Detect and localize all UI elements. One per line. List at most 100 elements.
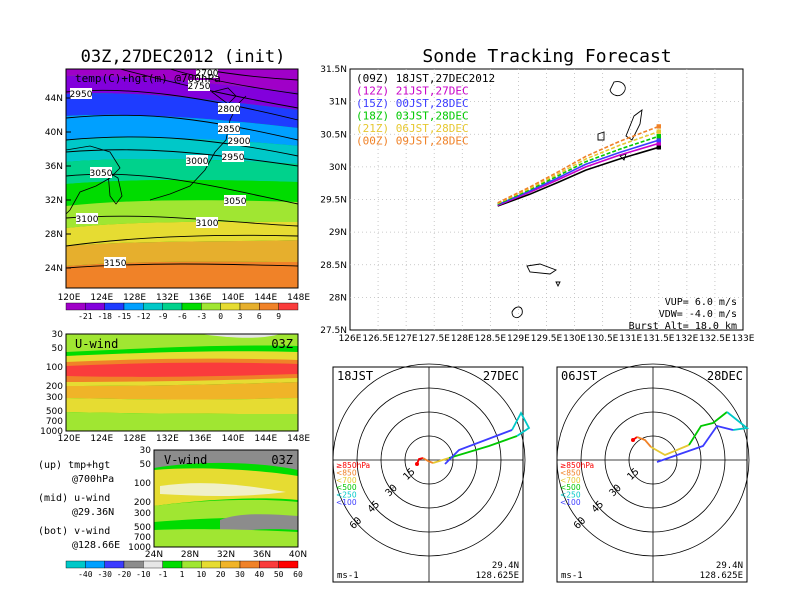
lat-tick-label: 32N	[45, 196, 63, 206]
x-tick-label: 129E	[507, 334, 530, 344]
track-line	[497, 135, 660, 205]
y-tick-label: 29.5N	[320, 196, 347, 206]
lat-tick-label: 24N	[45, 264, 63, 274]
svg-text:@29.36N: @29.36N	[72, 507, 114, 518]
vwind-time: 03Z	[271, 453, 293, 467]
panel-legend: (up) tmp+hgt @700hPa (mid) u-wind @29.36…	[38, 460, 120, 551]
pressure-tick-label: 100	[134, 479, 151, 489]
svg-text:(bot) v-wind: (bot) v-wind	[38, 526, 110, 537]
level-legend-entry: <250	[336, 491, 357, 500]
level-legend-entry: <850	[560, 468, 581, 477]
wind-colorbar: -40 -30 -20 -10 -1 1 10 20 30 40 50 60	[65, 560, 303, 579]
lat-tick-label: 28N	[181, 550, 199, 560]
lat-tick-label: 28N	[45, 230, 63, 240]
lat-tick-label: 40N	[45, 128, 63, 138]
svg-text:2950: 2950	[222, 153, 245, 163]
hodograph-frame	[332, 366, 524, 583]
colorbar-swatch	[181, 302, 202, 311]
lon-tick-label: 132E	[156, 434, 179, 444]
colorbar-label: 0	[218, 312, 223, 321]
colorbar-label: -6	[177, 312, 187, 321]
legend-entry: (18Z) 03JST,28DEC	[356, 110, 469, 123]
hodograph-trace	[688, 411, 728, 446]
colorbar-label: 60	[293, 570, 303, 579]
map-lon-labels: 120E 124E 128E 132E 136E 140E 144E 148E	[58, 293, 311, 303]
colorbar-swatch	[162, 302, 183, 311]
colorbar-label: -1	[158, 570, 168, 579]
svg-text:3050: 3050	[224, 197, 247, 207]
lon-tick-label: 120E	[58, 434, 81, 444]
hodograph-lat: 29.4N	[492, 561, 519, 571]
y-tick-label: 31N	[329, 98, 347, 108]
svg-text:@700hPa: @700hPa	[72, 474, 114, 485]
svg-text:Burst Alt= 18.0 km: Burst Alt= 18.0 km	[629, 321, 737, 332]
pressure-tick-label: 1000	[40, 427, 63, 437]
y-tick-label: 31.5N	[320, 65, 347, 75]
svg-text:@128.66E: @128.66E	[72, 540, 120, 551]
svg-text:2750: 2750	[188, 82, 211, 92]
track-endpoint	[656, 145, 661, 150]
x-tick-label: 132E	[675, 334, 698, 344]
hodograph-unit: ms-1	[337, 571, 359, 581]
lat-tick-label: 24N	[145, 550, 163, 560]
svg-text:temp(C)+hgt(m) @700hPa: temp(C)+hgt(m) @700hPa	[75, 72, 221, 85]
colorbar-label: 1	[180, 570, 185, 579]
colorbar-swatch	[123, 560, 144, 569]
colorbar-label: 6	[257, 312, 262, 321]
x-tick-label: 131.5E	[643, 334, 675, 344]
lon-tick-label: 140E	[222, 434, 245, 444]
level-legend-entry: <700	[336, 476, 357, 485]
track-endpoint	[656, 134, 661, 139]
pressure-tick-label: 200	[134, 498, 151, 508]
level-legend-entry: <850	[336, 468, 357, 477]
pressure-tick-label: 700	[46, 417, 63, 427]
lon-tick-label: 124E	[90, 293, 113, 303]
y-tick-label: 30.5N	[320, 130, 347, 140]
svg-text:(mid) u-wind: (mid) u-wind	[38, 493, 110, 504]
hodograph-start	[415, 462, 419, 466]
x-tick-label: 130E	[563, 334, 586, 344]
legend-entry: (12Z) 21JST,27DEC	[356, 85, 469, 98]
lat-tick-label: 40N	[289, 550, 307, 560]
hodograph-lon: 128.625E	[476, 571, 519, 581]
track-grid	[350, 69, 743, 330]
lon-tick-label: 128E	[123, 293, 146, 303]
legend-entry: (21Z) 06JST,28DEC	[356, 122, 469, 135]
colorbar-swatch	[259, 560, 279, 569]
track-line	[497, 146, 660, 207]
x-tick-label: 132.5E	[699, 334, 731, 344]
colorbar-swatch	[181, 560, 202, 569]
track-endpoint	[656, 129, 661, 134]
colorbar-label: -12	[136, 312, 151, 321]
track-endpoint	[656, 141, 661, 146]
colorbar-label: -10	[136, 570, 151, 579]
lon-tick-label: 132E	[156, 293, 179, 303]
hodograph-trace	[422, 457, 434, 464]
map-label: temp(C)+hgt(m) @700hPa	[75, 72, 221, 85]
hodograph-trace	[726, 411, 750, 431]
hodograph-unit: ms-1	[561, 571, 583, 581]
level-legend-entry: <500	[560, 483, 581, 492]
colorbar-swatch	[65, 560, 86, 569]
colorbar-swatch	[220, 302, 241, 311]
colorbar-swatch	[201, 560, 221, 569]
pressure-tick-label: 30	[52, 330, 64, 340]
track-annotations: VUP= 6.0 m/s VDW= -4.0 m/s Burst Alt= 18…	[629, 297, 737, 332]
colorbar-label: 20	[216, 570, 226, 579]
hodograph-trace	[444, 429, 513, 465]
colorbar-label: 9	[276, 312, 281, 321]
pressure-tick-label: 500	[46, 407, 63, 417]
svg-text:(up) tmp+hgt: (up) tmp+hgt	[38, 460, 110, 471]
svg-text:VUP= 6.0 m/s: VUP= 6.0 m/s	[665, 297, 737, 308]
vwind-section	[154, 450, 298, 547]
hodograph-date: 28DEC	[707, 369, 743, 383]
uwind-label: U-wind	[75, 337, 118, 351]
height-contour-labels: 2950 2800 2750 2700 2850 2900 3000 2950 …	[70, 67, 251, 269]
colorbar-swatch	[220, 560, 241, 569]
svg-text:3000: 3000	[186, 157, 209, 167]
hodograph-lat: 29.4N	[716, 561, 743, 571]
x-tick-label: 129.5E	[531, 334, 563, 344]
lon-tick-label: 148E	[287, 293, 310, 303]
hodograph-trace	[656, 424, 734, 463]
level-legend-entry: ≥850hPa	[336, 461, 370, 470]
